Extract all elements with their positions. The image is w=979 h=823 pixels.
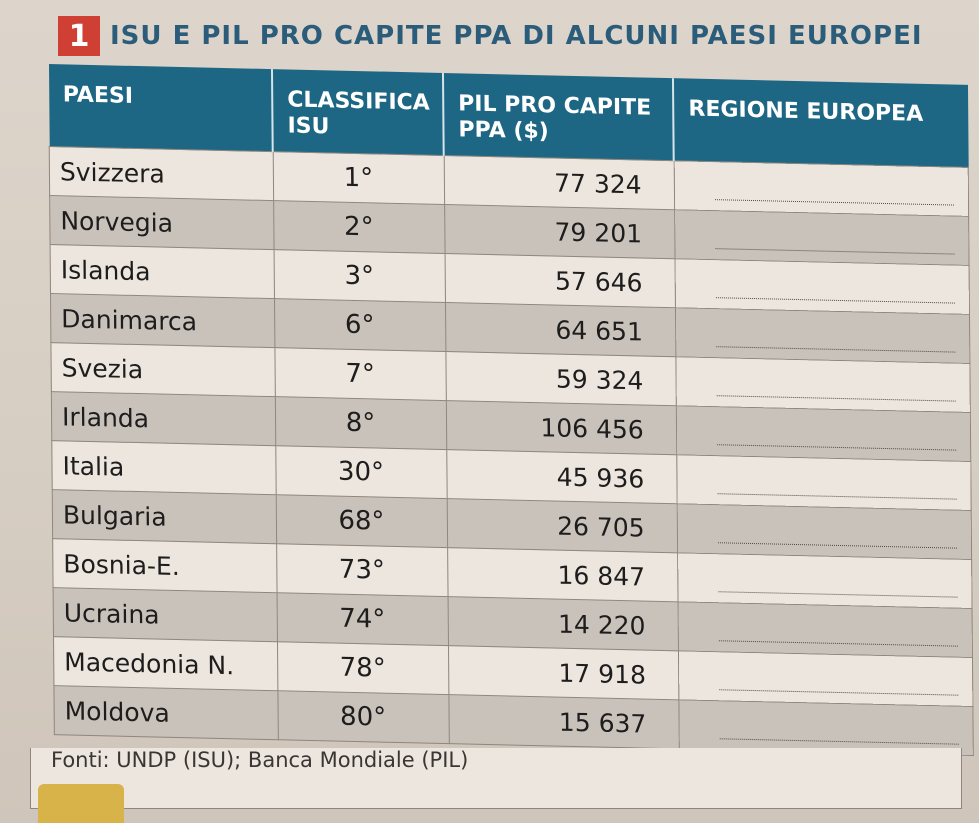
source-note: Fonti: UNDP (ISU); Banca Mondiale (PIL) <box>51 748 469 772</box>
hdi-rank-cell: 6° <box>274 298 446 352</box>
gdp-cell: 57 646 <box>444 253 676 308</box>
region-answer-field[interactable] <box>678 650 973 707</box>
dotted-answer-line <box>718 640 958 647</box>
table-footer: Fonti: UNDP (ISU); Banca Mondiale (PIL) <box>30 748 962 809</box>
dotted-answer-line <box>716 395 956 402</box>
dotted-answer-line <box>716 444 957 451</box>
region-answer-field[interactable] <box>675 307 970 364</box>
dotted-answer-line <box>717 493 957 500</box>
region-answer-field[interactable] <box>677 601 973 658</box>
region-answer-field[interactable] <box>675 356 971 413</box>
dotted-answer-line <box>716 346 956 353</box>
gdp-cell: 79 201 <box>444 204 675 259</box>
data-table-container: PAESI CLASSIFICA ISU PIL PRO CAPITE PPA … <box>48 64 974 756</box>
region-answer-field[interactable] <box>674 209 970 266</box>
region-answer-field[interactable] <box>676 503 972 560</box>
column-header-countries: PAESI <box>48 64 273 152</box>
country-cell: Norvegia <box>49 195 274 250</box>
table-title: ISU E PIL PRO CAPITE PPA DI ALCUNI PAESI… <box>110 21 923 51</box>
dotted-answer-line <box>715 248 955 255</box>
dotted-answer-line <box>714 199 955 206</box>
country-cell: Macedonia N. <box>53 636 278 691</box>
dotted-answer-line <box>717 542 958 549</box>
column-header-hdi-rank: CLASSIFICA ISU <box>272 69 444 156</box>
region-answer-field[interactable] <box>677 552 973 609</box>
gdp-cell: 59 324 <box>445 351 677 406</box>
hdi-rank-cell: 2° <box>273 200 445 254</box>
region-answer-field[interactable] <box>676 454 972 511</box>
dotted-answer-line <box>719 738 959 745</box>
country-cell: Svezia <box>50 342 275 397</box>
hdi-rank-cell: 78° <box>277 641 449 695</box>
hdi-rank-cell: 1° <box>272 151 445 205</box>
hdi-rank-cell: 3° <box>273 249 445 303</box>
country-cell: Moldova <box>53 685 278 740</box>
hdi-rank-cell: 7° <box>274 347 446 401</box>
region-answer-field[interactable] <box>674 258 970 315</box>
gdp-cell: 15 637 <box>448 694 680 749</box>
logo-icon <box>38 784 124 823</box>
gdp-cell: 106 456 <box>445 400 677 455</box>
hdi-rank-cell: 73° <box>276 543 448 597</box>
dotted-answer-line <box>715 297 955 304</box>
country-cell: Italia <box>51 440 276 495</box>
country-cell: Svizzera <box>49 146 274 201</box>
gdp-cell: 16 847 <box>447 547 678 602</box>
country-cell: Irlanda <box>51 391 276 446</box>
table-number-badge: 1 <box>58 16 100 56</box>
gdp-cell: 17 918 <box>447 645 679 700</box>
gdp-cell: 64 651 <box>444 302 676 357</box>
column-header-gdp: PIL PRO CAPITE PPA ($) <box>442 72 674 161</box>
table-body: Svizzera 1° 77 324 Norvegia 2° 79 201 Islanda 3… <box>49 146 974 756</box>
gdp-cell: 77 324 <box>443 155 675 210</box>
country-cell: Danimarca <box>50 293 275 348</box>
hdi-rank-cell: 74° <box>276 592 448 646</box>
gdp-cell: 14 220 <box>447 596 679 651</box>
country-cell: Ucraina <box>53 587 278 642</box>
table-heading: 1 ISU E PIL PRO CAPITE PPA DI ALCUNI PAE… <box>58 14 923 58</box>
hdi-rank-cell: 68° <box>275 494 448 548</box>
country-cell: Bulgaria <box>52 489 277 544</box>
dotted-answer-line <box>718 591 958 598</box>
region-answer-field[interactable] <box>676 405 971 462</box>
gdp-cell: 45 936 <box>446 449 677 504</box>
hdi-gdp-table: PAESI CLASSIFICA ISU PIL PRO CAPITE PPA … <box>48 64 974 756</box>
gdp-cell: 26 705 <box>446 498 678 553</box>
region-answer-field[interactable] <box>673 160 969 217</box>
hdi-rank-cell: 8° <box>274 396 447 450</box>
hdi-rank-cell: 30° <box>275 445 447 499</box>
country-cell: Islanda <box>50 244 275 299</box>
country-cell: Bosnia-E. <box>52 538 277 593</box>
hdi-rank-cell: 80° <box>277 690 449 744</box>
dotted-answer-line <box>719 689 959 696</box>
column-header-region: REGIONE EUROPEA <box>673 78 969 168</box>
